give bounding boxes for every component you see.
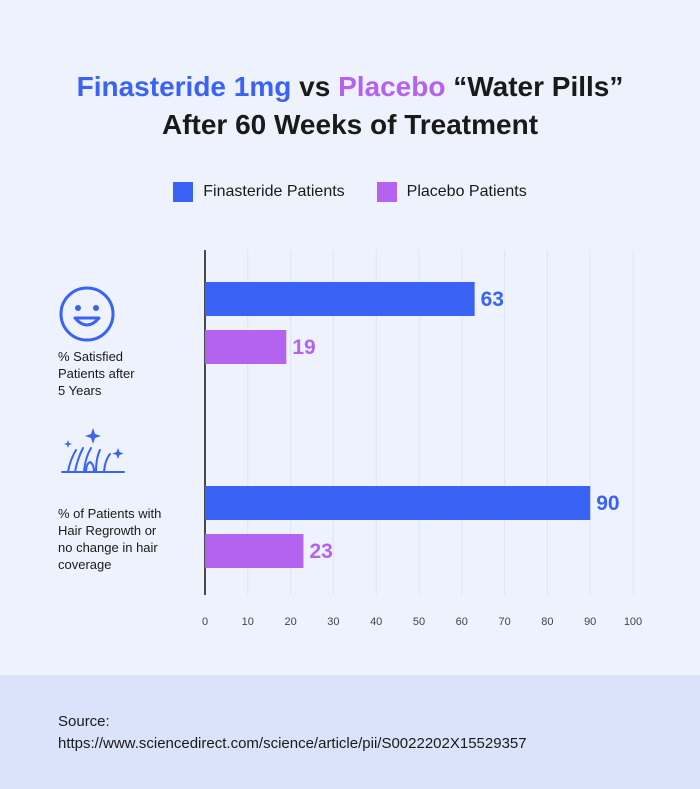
bar-placebo	[205, 330, 287, 364]
x-tick-label: 90	[584, 616, 596, 628]
legend-label-finasteride: Finasteride Patients	[203, 183, 345, 200]
title-line-2: After 60 Weeks of Treatment	[161, 109, 539, 140]
chart-title: Finasteride 1mg vs Placebo “Water Pills”…	[0, 68, 700, 144]
bar-finasteride	[205, 282, 475, 316]
legend-item-placebo: Placebo Patients	[376, 182, 527, 202]
hair-follicle-icon	[61, 428, 125, 473]
title-finasteride: Finasteride 1mg	[76, 71, 292, 102]
bar-value-label: 19	[292, 336, 315, 359]
source-footer: Source: https://www.sciencedirect.com/sc…	[0, 675, 700, 789]
bar-value-label: 90	[596, 492, 619, 515]
x-tick-label: 70	[498, 616, 510, 628]
category-label-line: Patients after	[58, 366, 135, 381]
x-tick-label: 0	[202, 616, 208, 628]
title-placebo: Placebo	[338, 71, 446, 102]
legend-item-finasteride: Finasteride Patients	[173, 182, 345, 202]
title-vs: vs	[291, 71, 339, 102]
category-label-regrowth: % of Patients with Hair Regrowth or no c…	[58, 505, 198, 573]
category-label-line: coverage	[58, 557, 112, 572]
category-label-line: % of Patients with	[58, 506, 162, 521]
legend-swatch-finasteride	[173, 182, 194, 202]
legend-swatch-placebo	[376, 182, 397, 202]
x-tick-label: 60	[456, 616, 468, 628]
bar-finasteride	[205, 486, 591, 520]
bar-value-label: 23	[309, 540, 332, 563]
x-tick-label: 10	[242, 616, 254, 628]
x-tick-label: 100	[624, 616, 642, 628]
title-water-pills: “Water Pills”	[445, 71, 624, 102]
bar-chart: 0 10 20 30 40 50 60 70 80 90 100 63 19 90 23	[202, 250, 642, 628]
source-url: https://www.sciencedirect.com/science/ar…	[58, 735, 527, 752]
category-label-line: % Satisfied	[58, 349, 124, 364]
category-label-line: Hair Regrowth or	[58, 523, 157, 538]
x-tick-label: 30	[327, 616, 339, 628]
source-label: Source:	[58, 713, 110, 730]
x-tick-label: 80	[541, 616, 553, 628]
x-tick-label: 40	[370, 616, 382, 628]
smiley-icon	[59, 286, 115, 342]
legend-label-placebo: Placebo Patients	[406, 183, 527, 200]
x-tick-label: 50	[413, 616, 425, 628]
bar-placebo	[205, 534, 304, 568]
chart-legend: Finasteride Patients Placebo Patients	[0, 182, 700, 202]
title-line-1: Finasteride 1mg vs Placebo “Water Pills”	[0, 68, 700, 106]
category-label-line: 5 Years	[58, 383, 102, 398]
category-label-satisfied: % Satisfied Patients after 5 Years	[58, 348, 198, 399]
category-label-line: no change in hair	[58, 540, 158, 555]
bar-value-label: 63	[481, 288, 504, 311]
x-tick-label: 20	[284, 616, 296, 628]
source-block: Source: https://www.sciencedirect.com/sc…	[58, 711, 527, 755]
